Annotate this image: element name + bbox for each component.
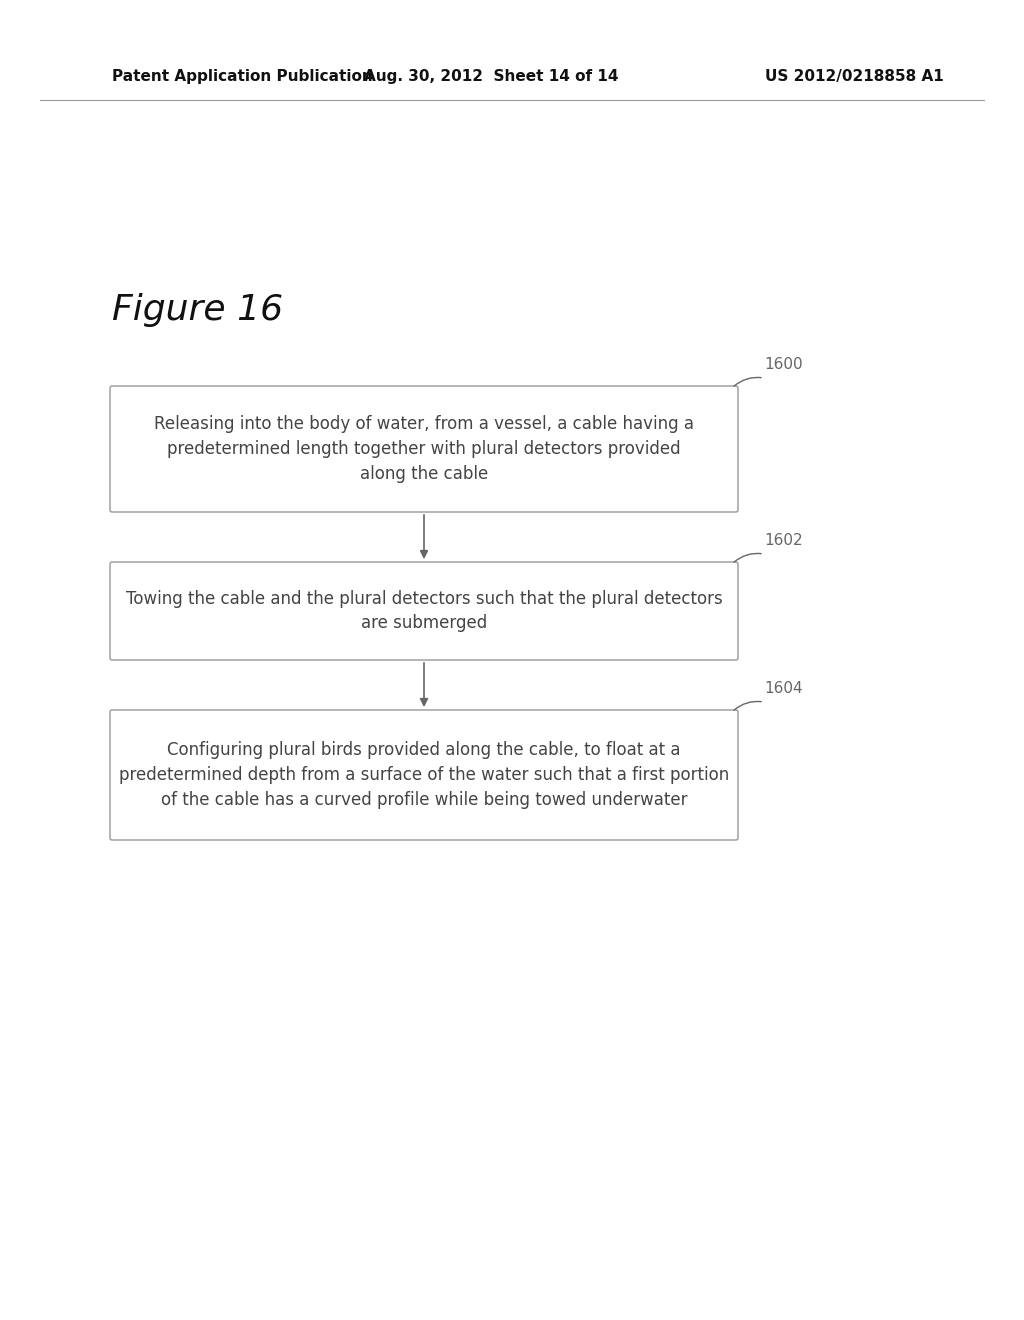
Text: Figure 16: Figure 16: [112, 293, 283, 327]
FancyBboxPatch shape: [110, 562, 738, 660]
Text: 1604: 1604: [764, 681, 803, 696]
Text: Releasing into the body of water, from a vessel, a cable having a
predetermined : Releasing into the body of water, from a…: [154, 414, 694, 483]
Text: Towing the cable and the plural detectors such that the plural detectors
are sub: Towing the cable and the plural detector…: [126, 590, 722, 632]
Text: 1600: 1600: [764, 356, 803, 372]
Text: 1602: 1602: [764, 533, 803, 548]
Text: Patent Application Publication: Patent Application Publication: [112, 69, 373, 83]
FancyBboxPatch shape: [110, 710, 738, 840]
FancyBboxPatch shape: [110, 385, 738, 512]
Text: Configuring plural birds provided along the cable, to float at a
predetermined d: Configuring plural birds provided along …: [119, 741, 729, 809]
Text: US 2012/0218858 A1: US 2012/0218858 A1: [765, 69, 944, 83]
Text: Aug. 30, 2012  Sheet 14 of 14: Aug. 30, 2012 Sheet 14 of 14: [365, 69, 618, 83]
